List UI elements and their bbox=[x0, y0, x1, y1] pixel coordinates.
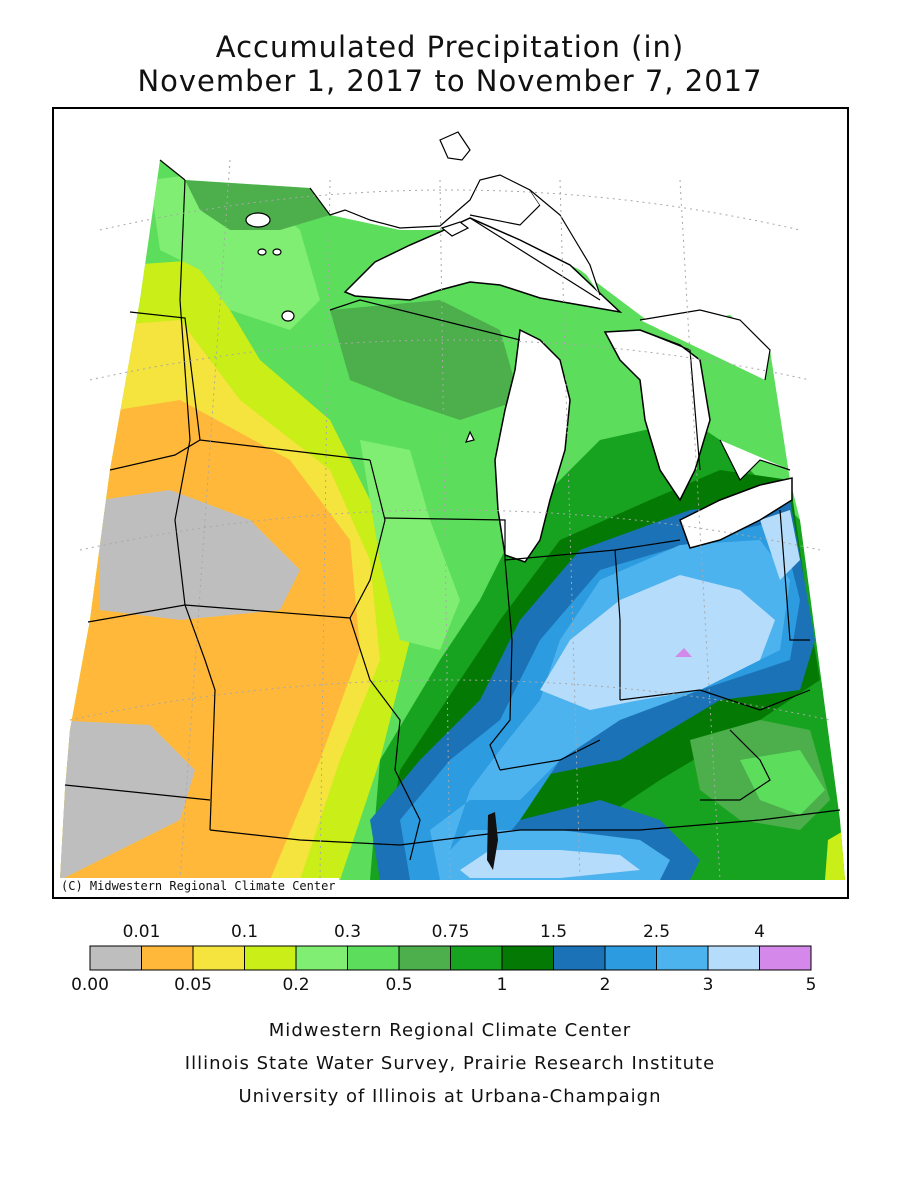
credit-uiuc: University of Illinois at Urbana-Champai… bbox=[238, 1086, 662, 1107]
map-title: Accumulated Precipitation (in) bbox=[215, 30, 685, 64]
legend-top-label: 1.5 bbox=[539, 922, 568, 942]
legend-top-label: 0.1 bbox=[230, 922, 259, 942]
canada-coastline bbox=[309, 131, 791, 482]
legend-top-label: 2.5 bbox=[642, 922, 671, 942]
state-boundaries bbox=[64, 159, 841, 861]
lake-huron bbox=[603, 329, 711, 502]
legend-bottom-label: 0.00 bbox=[71, 975, 109, 995]
kentucky-lake bbox=[487, 812, 498, 870]
legend-bottom-label: 0.5 bbox=[385, 975, 413, 995]
lake-superior bbox=[343, 217, 623, 314]
legend-bottom-label: 1 bbox=[496, 975, 508, 995]
legend-top-label: 0.3 bbox=[333, 922, 362, 942]
lake-erie bbox=[679, 477, 793, 549]
great-lakes bbox=[343, 217, 793, 563]
legend-bottom-label: 5 bbox=[805, 975, 817, 995]
map-copyright: (C) Midwestern Regional Climate Center bbox=[58, 878, 339, 894]
legend-bottom-label: 0.2 bbox=[282, 975, 310, 995]
lake-islands bbox=[245, 212, 475, 443]
graticule bbox=[69, 159, 831, 881]
legend-top-label: 0.75 bbox=[431, 922, 470, 942]
legend-top-label: 0.01 bbox=[122, 922, 161, 942]
credit-mrcc: Midwestern Regional Climate Center bbox=[268, 1020, 632, 1041]
legend-top-label: 4 bbox=[754, 922, 765, 942]
credit-isws: Illinois State Water Survey, Prairie Res… bbox=[184, 1053, 716, 1074]
map-date-range: November 1, 2017 to November 7, 2017 bbox=[137, 64, 763, 98]
legend-bottom-label: 2 bbox=[599, 975, 611, 995]
legend-bottom-label: 3 bbox=[702, 975, 714, 995]
legend-bottom-label: 0.05 bbox=[174, 975, 212, 995]
lake-michigan bbox=[494, 328, 571, 563]
